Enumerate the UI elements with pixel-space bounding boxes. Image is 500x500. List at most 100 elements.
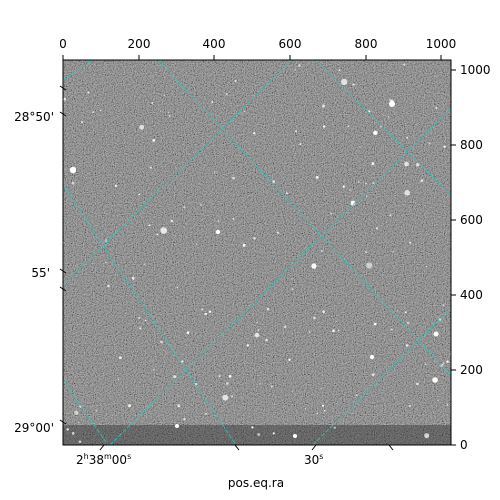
star xyxy=(321,404,325,407)
star xyxy=(128,404,132,408)
grid-line xyxy=(314,60,451,196)
bright-star xyxy=(293,434,297,438)
star xyxy=(259,383,261,385)
star xyxy=(226,382,229,385)
star xyxy=(71,432,75,435)
star xyxy=(358,181,360,183)
grid-line xyxy=(109,107,451,445)
star xyxy=(170,219,174,223)
right-tick-label: 400 xyxy=(460,288,483,302)
star xyxy=(160,227,167,234)
star xyxy=(143,263,146,265)
star xyxy=(148,224,151,227)
star xyxy=(160,340,163,344)
star xyxy=(428,142,431,145)
star xyxy=(183,418,186,421)
star xyxy=(139,327,142,330)
star xyxy=(409,241,412,244)
star xyxy=(443,145,446,148)
star xyxy=(375,227,379,230)
star xyxy=(366,262,373,269)
star xyxy=(242,243,246,247)
star xyxy=(151,102,153,104)
top-tick-label: 0 xyxy=(59,37,67,51)
star-sources xyxy=(63,63,451,444)
top-pixel-axis: 0 200 400 600 800 1000 xyxy=(59,37,456,60)
star xyxy=(415,162,420,167)
star xyxy=(424,363,427,365)
star xyxy=(153,368,156,371)
right-tick-200: 200 xyxy=(451,363,483,377)
star xyxy=(305,408,307,410)
sky-image xyxy=(63,60,451,445)
star xyxy=(78,421,80,423)
star xyxy=(368,110,371,113)
plot-frame xyxy=(62,59,452,446)
star xyxy=(406,136,409,139)
star xyxy=(313,316,316,320)
star xyxy=(251,426,254,429)
star xyxy=(138,193,141,196)
star xyxy=(183,206,186,209)
bright-star xyxy=(369,354,375,360)
star xyxy=(214,171,216,173)
star xyxy=(144,319,147,322)
top-tick-label: 400 xyxy=(203,37,226,51)
star xyxy=(167,111,169,114)
top-tick-800: 800 xyxy=(355,37,377,60)
star xyxy=(92,111,95,113)
star xyxy=(403,63,406,66)
star xyxy=(299,143,302,146)
star xyxy=(442,304,445,307)
star xyxy=(316,412,319,415)
star xyxy=(87,91,90,94)
star xyxy=(416,382,419,386)
star xyxy=(181,360,184,363)
star xyxy=(404,190,411,196)
right-tick-label: 800 xyxy=(460,138,483,152)
star xyxy=(253,132,256,135)
star xyxy=(332,329,335,333)
star xyxy=(373,130,378,135)
star xyxy=(330,213,332,215)
star xyxy=(390,328,393,331)
star xyxy=(373,322,377,326)
star xyxy=(107,284,110,288)
bottom-ra-axis: 2h38m00s 30s pos.eq.ra xyxy=(76,444,394,490)
star xyxy=(291,278,293,280)
star xyxy=(138,316,141,319)
bright-star xyxy=(432,377,438,383)
star xyxy=(204,312,207,316)
star xyxy=(152,139,156,142)
star xyxy=(234,80,237,82)
star xyxy=(139,124,145,130)
star xyxy=(365,250,368,254)
star xyxy=(211,101,214,103)
star xyxy=(131,276,135,280)
star xyxy=(270,385,273,388)
star xyxy=(66,428,69,431)
star xyxy=(246,344,249,347)
star xyxy=(365,182,367,185)
top-tick-200: 200 xyxy=(128,37,151,60)
star xyxy=(352,83,355,86)
star xyxy=(232,218,235,220)
star xyxy=(404,311,407,314)
dec-tick-label: 55' xyxy=(31,266,50,280)
star xyxy=(95,409,97,412)
dec-tick-label: 28°50' xyxy=(14,110,54,124)
top-tick-label: 200 xyxy=(128,37,151,51)
star xyxy=(442,362,445,365)
star xyxy=(81,121,83,124)
star xyxy=(228,375,232,378)
star xyxy=(406,321,410,325)
grid-line xyxy=(63,60,293,286)
bright-star xyxy=(175,424,179,428)
right-tick-label: 200 xyxy=(460,363,483,377)
star xyxy=(371,162,375,166)
star xyxy=(320,249,323,252)
grid-line xyxy=(63,184,237,445)
star xyxy=(389,214,392,217)
right-tick-label: 1000 xyxy=(460,63,491,77)
